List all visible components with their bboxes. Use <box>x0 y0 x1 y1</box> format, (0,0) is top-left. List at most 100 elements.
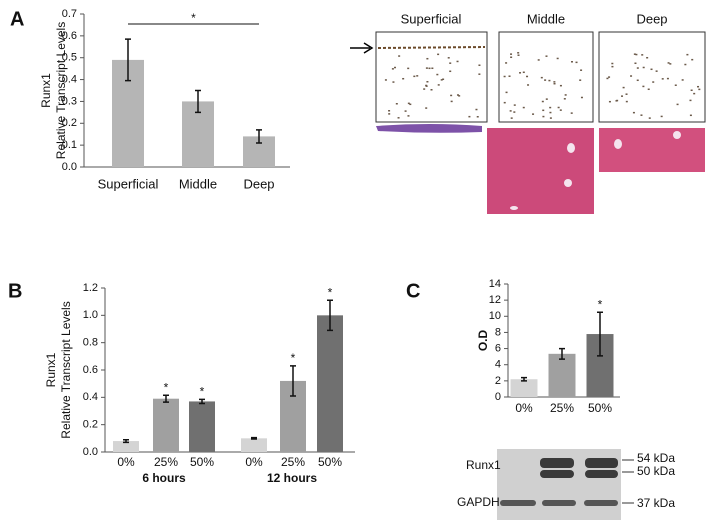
significance-marker: * <box>291 351 296 365</box>
band <box>585 470 618 478</box>
x-tick-label: 50% <box>190 455 214 469</box>
error-bar <box>327 299 333 332</box>
micrograph <box>375 31 488 123</box>
cell <box>527 84 530 86</box>
cell <box>428 67 431 70</box>
cell <box>570 61 573 63</box>
cell <box>652 81 655 83</box>
panel-letter: C <box>406 280 420 302</box>
cell <box>503 101 506 104</box>
x-tick-label: 25% <box>154 455 178 469</box>
cell <box>423 88 426 90</box>
significance-marker: * <box>200 385 205 399</box>
cell <box>542 115 545 118</box>
surface-stain <box>377 46 486 49</box>
cell <box>580 69 583 71</box>
cell <box>442 78 445 81</box>
cell <box>522 106 525 109</box>
cell <box>407 67 410 70</box>
y-tick-label: 0.2 <box>83 419 98 431</box>
x-tick-label: 25% <box>281 455 305 469</box>
cell <box>449 70 452 73</box>
tissue <box>376 124 482 133</box>
cell <box>635 53 638 56</box>
cell <box>549 111 552 114</box>
cell <box>431 67 434 70</box>
cell <box>622 86 625 89</box>
y-tick-label: 14 <box>489 278 501 290</box>
cell <box>475 108 478 111</box>
cell <box>508 75 511 77</box>
y-axis-label: Relative Transcript Levels <box>59 301 73 438</box>
cell <box>667 62 670 64</box>
cell <box>468 115 471 118</box>
y-tick-label: 4 <box>495 359 501 371</box>
tissue <box>599 128 705 172</box>
y-tick-label: 1.0 <box>83 309 98 321</box>
y-axis-label: Runx1 <box>44 352 58 387</box>
cell <box>559 84 562 87</box>
x-tick-label: 50% <box>318 455 342 469</box>
x-tick-label: 50% <box>588 401 612 415</box>
cell <box>388 113 391 115</box>
cell <box>478 73 481 75</box>
x-tick-label: 25% <box>550 401 574 415</box>
micrograph <box>498 31 594 123</box>
cell <box>545 55 548 57</box>
y-tick-label: 0.6 <box>62 30 77 42</box>
cell <box>394 66 397 69</box>
bar <box>189 401 215 452</box>
band <box>500 500 536 506</box>
cell <box>625 100 628 103</box>
cell <box>549 117 552 119</box>
cell <box>456 94 459 96</box>
cell <box>579 79 582 81</box>
x-tick-label: Middle <box>179 176 217 191</box>
cell <box>384 79 387 81</box>
cell <box>542 109 545 112</box>
cell <box>689 99 692 102</box>
vessel <box>567 143 575 153</box>
cell <box>650 68 653 71</box>
cell <box>642 85 645 88</box>
cell <box>549 106 552 109</box>
cell <box>510 53 513 55</box>
x-tick-label: 0% <box>245 455 263 469</box>
y-tick-label: 0.1 <box>62 139 77 151</box>
error-bar <box>251 436 257 440</box>
cell <box>689 114 692 117</box>
y-tick-label: 0.0 <box>83 446 98 458</box>
cell <box>697 85 700 88</box>
x-tick-label: Deep <box>243 176 274 191</box>
tissue <box>487 128 594 214</box>
cell <box>608 76 611 78</box>
group-label: 12 hours <box>267 471 317 485</box>
cell <box>398 55 401 57</box>
cell <box>570 112 573 114</box>
cell <box>698 88 701 91</box>
cell <box>646 56 649 59</box>
error-bar <box>256 129 262 144</box>
y-tick-label: 12 <box>489 294 501 306</box>
cell <box>425 107 428 109</box>
y-axis-label: O.D <box>476 330 490 352</box>
bar <box>153 398 179 452</box>
cell <box>580 96 583 99</box>
y-tick-label: 0.4 <box>62 73 77 85</box>
cell <box>392 81 395 83</box>
vessel <box>673 131 681 139</box>
cell <box>426 80 429 83</box>
bar <box>241 438 267 452</box>
y-axis-label: Relative Transcript Levels <box>54 22 68 159</box>
cell <box>611 62 614 65</box>
cell <box>632 111 635 114</box>
zone-label: Superficial <box>401 11 462 26</box>
panel-letter: B <box>8 280 22 302</box>
cell <box>564 94 567 96</box>
cell <box>517 52 520 54</box>
cell <box>686 53 689 56</box>
cell <box>437 84 440 86</box>
cell <box>676 103 679 106</box>
cell <box>436 73 439 76</box>
cell <box>611 65 614 68</box>
